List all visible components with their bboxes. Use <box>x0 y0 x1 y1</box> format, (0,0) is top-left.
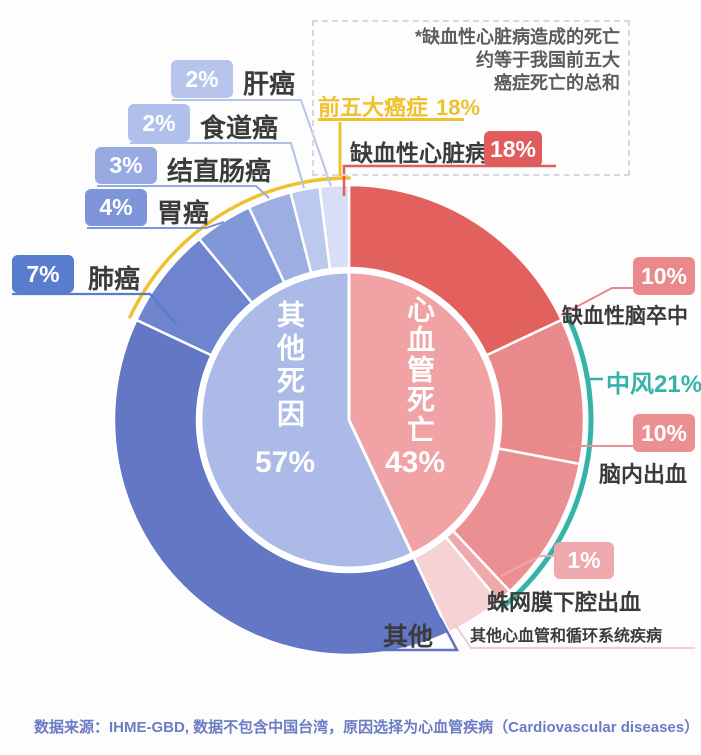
top5-cancers-label: 前五大癌症 18% <box>318 90 480 122</box>
leader-lines <box>12 99 695 652</box>
colorectal-cancer-badge: 3% <box>95 147 157 184</box>
other-cardiovascular-label: 其他心血管和循环系统疾病 <box>470 628 663 645</box>
leader-other-bottom <box>368 617 460 652</box>
liver-cancer-badge: 2% <box>171 60 233 98</box>
leader-lung-cancer <box>12 292 177 325</box>
leader-colorectal-cancer <box>97 185 270 199</box>
inner-other-causes-of-death <box>199 270 414 570</box>
wedge-liver-cancer <box>318 183 351 271</box>
other-causes-center-pct: 57% <box>254 446 316 479</box>
leader-ischemic-heart-disease <box>342 164 556 196</box>
subarachnoid-hemorrhage-badge: 1% <box>554 542 614 579</box>
data-source-note: 数据来源：IHME-GBD, 数据不包含中国台湾，原因选择为心血管疾病（Card… <box>34 719 700 736</box>
top5-cancers-underline <box>318 118 464 121</box>
esophageal-cancer-label: 食道癌 <box>200 113 279 143</box>
ischemic-heart-disease-badge: 18% <box>484 131 542 167</box>
lung-cancer-label: 肺癌 <box>88 264 141 294</box>
cvd-center-title: 心血管死亡 <box>404 295 435 445</box>
leader-other-cardiovascular <box>451 619 695 649</box>
annotation-box <box>312 20 630 176</box>
ischemic-stroke-label: 缺血性脑卒中 <box>562 305 688 328</box>
annotation-line-2: 约等于我国前五大 <box>476 50 620 70</box>
arc-top5-cancers <box>128 176 351 319</box>
lung-cancer-badge: 7% <box>12 255 74 293</box>
stroke-total-label: 中风21% <box>606 371 701 398</box>
esophageal-cancer-badge: 2% <box>128 104 190 142</box>
ischemic-stroke-badge: 10% <box>633 257 695 295</box>
liver-cancer-label: 肝癌 <box>243 69 296 99</box>
inner-cardiovascular-death <box>347 270 499 556</box>
wedge-other-causes <box>112 318 451 657</box>
leader-stomach-cancer <box>87 221 225 229</box>
ischemic-heart-disease-label: 缺血性心脏病 <box>350 140 488 166</box>
top5-cancers-pct: 18% <box>436 95 481 120</box>
annotation-line-3: 癌症死亡的总和 <box>494 73 620 93</box>
other-bottom-label: 其他 <box>383 623 434 651</box>
subarachnoid-hemorrhage-label: 蛛网膜下腔出血 <box>487 590 642 615</box>
leader-subarachnoid-hemorrhage <box>500 555 555 577</box>
top5-cancers-text: 前五大癌症 <box>318 95 429 120</box>
intracerebral-hemorrhage-badge: 10% <box>633 414 695 452</box>
cvd-center-pct: 43% <box>384 446 446 479</box>
leader-ischemic-stroke <box>560 287 634 316</box>
leader-liver-cancer <box>172 99 332 187</box>
stomach-cancer-badge: 4% <box>85 189 147 226</box>
leader-esophageal-cancer <box>130 142 305 189</box>
arc-stroke-total <box>500 314 594 609</box>
annotation-text: *缺血性心脏病造成的死亡 约等于我国前五大 癌症死亡的总和 <box>330 26 620 95</box>
intracerebral-hemorrhage-label: 脑内出血 <box>599 462 688 487</box>
annotation-line-1: *缺血性心脏病造成的死亡 <box>414 27 620 47</box>
colorectal-cancer-label: 结直肠癌 <box>167 156 272 186</box>
other-causes-center-title: 其他死因 <box>274 300 305 432</box>
pie-wedges <box>112 176 594 657</box>
stomach-cancer-label: 胃癌 <box>157 198 210 228</box>
